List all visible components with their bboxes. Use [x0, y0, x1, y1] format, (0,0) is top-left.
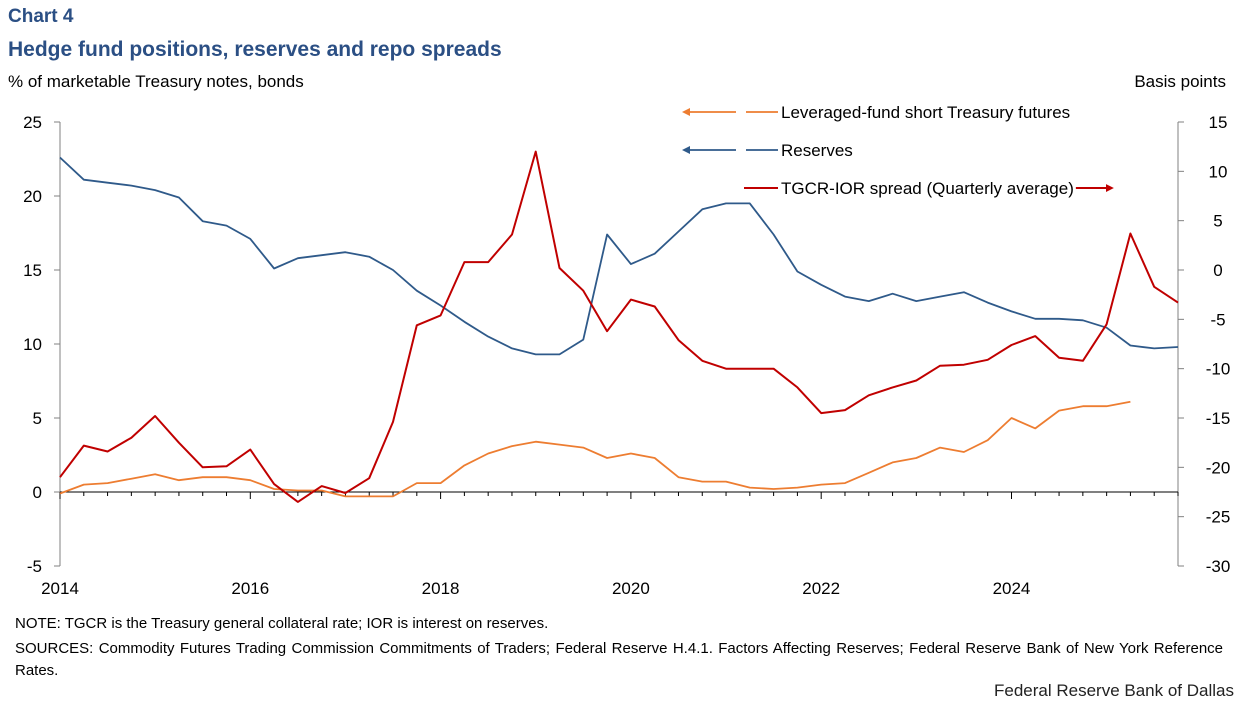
left-tick-label: 25	[23, 113, 42, 132]
footnote-note: NOTE: TGCR is the Treasury general colla…	[15, 615, 549, 632]
chart-number: Chart 4	[8, 6, 74, 27]
legend: Leveraged-fund short Treasury futures Res…	[682, 103, 1114, 198]
right-tick-label: 5	[1213, 212, 1222, 231]
series-line-leveraged-fund-short-treasury-futures	[59, 400, 1131, 498]
left-tick-label: 15	[23, 261, 42, 280]
left-tick-label: 20	[23, 187, 42, 206]
left-tick-label: -5	[27, 557, 42, 576]
x-tick-label: 2020	[612, 579, 650, 598]
legend-label: Leveraged-fund short Treasury futures	[781, 103, 1070, 122]
right-tick-label: -25	[1206, 508, 1231, 527]
right-tick-label: -15	[1206, 409, 1231, 428]
left-tick-label: 5	[33, 409, 42, 428]
right-tick-label: 10	[1209, 162, 1228, 181]
footnote-sources: SOURCES: Commodity Futures Trading Commi…	[15, 640, 1223, 679]
series-line-tgcr-ior-spread-quarterly-average	[59, 150, 1179, 503]
left-tick-label: 10	[23, 335, 42, 354]
left-tick-label: 0	[33, 483, 42, 502]
source-credit: Federal Reserve Bank of Dallas	[993, 681, 1234, 700]
right-tick-label: 0	[1213, 261, 1222, 280]
right-axis-label: Basis points	[1134, 72, 1226, 91]
legend-label: Reserves	[781, 141, 853, 160]
x-tick-label: 2016	[231, 579, 269, 598]
x-tick-label: 2014	[41, 579, 79, 598]
right-tick-label: 15	[1209, 113, 1228, 132]
left-axis-label: % of marketable Treasury notes, bonds	[8, 72, 304, 91]
x-tick-label: 2024	[993, 579, 1031, 598]
right-tick-label: -20	[1206, 458, 1231, 477]
legend-label: TGCR-IOR spread (Quarterly average)	[781, 179, 1074, 198]
series-lines	[59, 150, 1179, 503]
right-tick-label: -10	[1206, 360, 1231, 379]
axes: 25 20 15 10 5 0 -5 15 10 5 0 -5 -10 -15 -20 -25 -30 2014 2…	[23, 113, 1230, 598]
chart-title: Hedge fund positions, reserves and repo …	[8, 38, 502, 61]
x-tick-label: 2018	[422, 579, 460, 598]
x-tick-label: 2022	[802, 579, 840, 598]
series-line-reserves	[59, 156, 1179, 356]
right-tick-label: -30	[1206, 557, 1231, 576]
right-tick-label: -5	[1210, 310, 1225, 329]
